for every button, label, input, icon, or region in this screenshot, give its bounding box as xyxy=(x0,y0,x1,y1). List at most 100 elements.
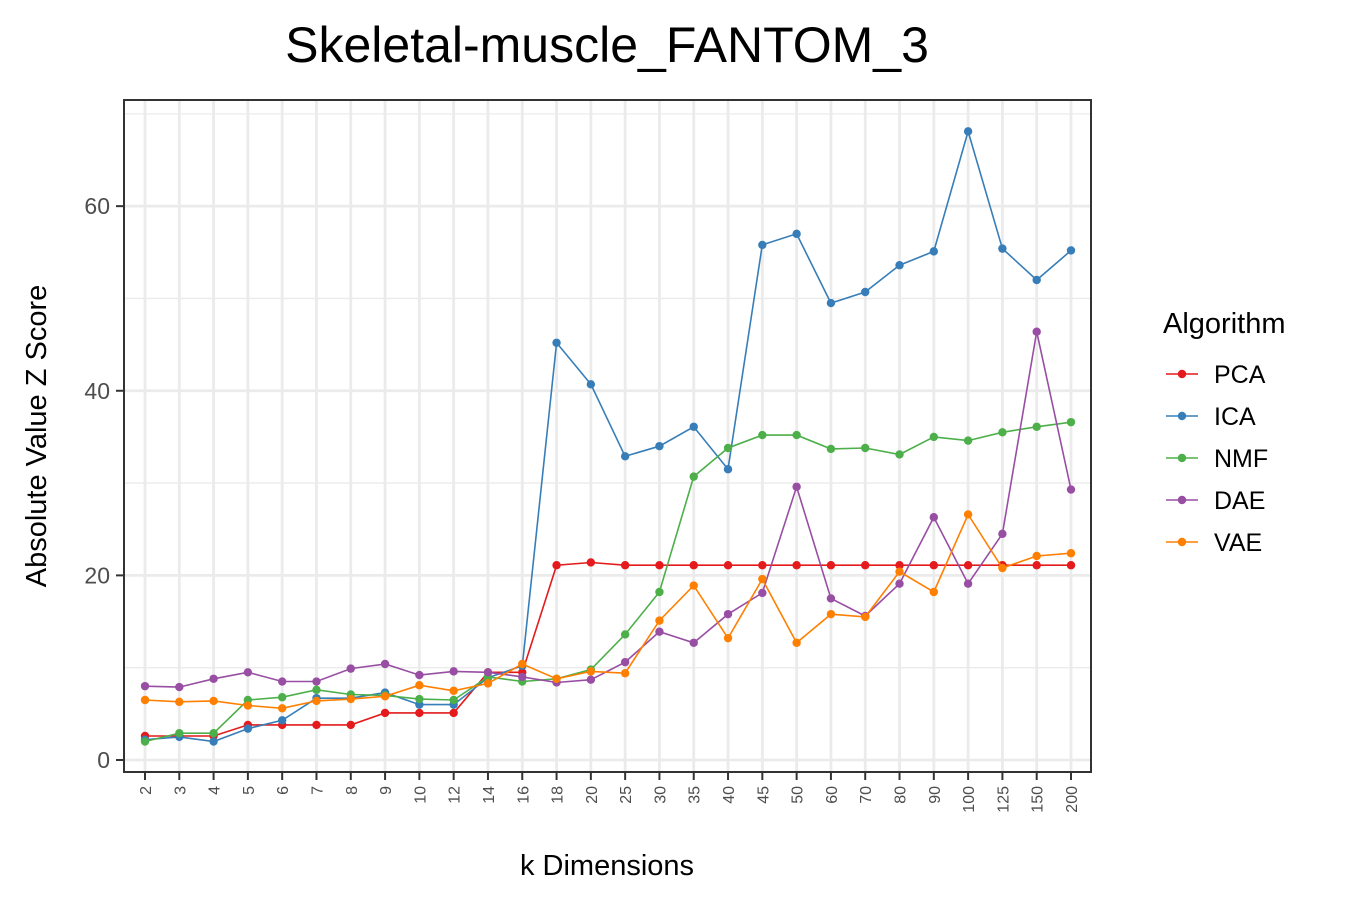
series-vae-point xyxy=(346,694,355,704)
series-vae-point xyxy=(895,567,904,576)
x-tick-label: 90 xyxy=(927,786,944,804)
series-vae-point xyxy=(586,667,596,676)
series-dae-point xyxy=(655,627,664,636)
series-vae-point xyxy=(998,563,1007,573)
y-tick-label: 0 xyxy=(97,747,110,773)
series-layer xyxy=(140,127,1076,746)
legend-dae-point xyxy=(1177,495,1187,505)
x-axis-label: k Dimensions xyxy=(520,850,694,882)
series-ica-line xyxy=(144,128,1072,743)
series-pca-point xyxy=(415,708,424,718)
x-tick-label: 80 xyxy=(893,786,910,804)
x-tick-label: 7 xyxy=(309,786,326,795)
series-dae-point xyxy=(895,579,904,588)
x-tick-label: 25 xyxy=(618,786,635,804)
series-pca-point xyxy=(758,561,767,570)
series-ica-point xyxy=(1066,246,1076,255)
series-dae-point xyxy=(140,681,150,691)
series-nmf-point xyxy=(723,443,733,453)
x-tick-label: 8 xyxy=(344,786,361,795)
x-tick-label: 200 xyxy=(1064,786,1081,813)
series-pca-line xyxy=(145,561,1071,737)
legend-title: Algorithm xyxy=(1163,308,1286,340)
x-tick-label: 12 xyxy=(447,786,464,804)
y-tick-label: 20 xyxy=(84,562,110,588)
series-ica-point xyxy=(586,380,596,389)
series-ica-point xyxy=(552,338,561,347)
series-vae-point xyxy=(620,669,630,678)
series-ica-point xyxy=(655,441,664,451)
x-tick-label: 14 xyxy=(481,786,498,804)
series-pca-point xyxy=(346,720,355,730)
series-vae-point xyxy=(655,616,664,625)
x-tick-label: 9 xyxy=(378,786,395,795)
series-vae-point xyxy=(209,696,218,706)
series-nmf-point xyxy=(209,729,218,738)
x-tick-label: 50 xyxy=(790,786,807,804)
series-ica-point xyxy=(243,724,253,733)
series-pca-point xyxy=(552,561,561,570)
series-nmf-point xyxy=(312,685,321,695)
series-pca-point xyxy=(861,561,870,570)
series-vae-point xyxy=(552,674,561,683)
x-tick-label: 45 xyxy=(755,786,772,804)
series-pca-point xyxy=(655,561,664,570)
series-ica-point xyxy=(895,261,904,270)
series-pca-point xyxy=(620,561,630,570)
series-ica-point xyxy=(963,127,973,136)
series-nmf-point xyxy=(895,450,904,459)
series-nmf-point xyxy=(277,693,287,702)
x-tick-label: 6 xyxy=(275,786,292,795)
series-pca-point xyxy=(895,561,904,570)
x-tick-label: 4 xyxy=(207,786,224,795)
y-tick-label: 40 xyxy=(84,378,110,404)
x-tick-label: 20 xyxy=(584,786,601,804)
series-vae-point xyxy=(518,659,527,669)
x-tick-label: 40 xyxy=(721,786,738,804)
series-dae-point xyxy=(380,659,390,669)
series-dae-point xyxy=(346,664,355,673)
x-tick-label: 30 xyxy=(652,786,669,804)
series-pca-point xyxy=(449,708,458,718)
series-vae-point xyxy=(929,587,939,597)
series-pca-point xyxy=(312,720,321,730)
x-tick-label: 125 xyxy=(995,786,1012,813)
series-nmf-point xyxy=(929,432,939,442)
series-dae-point xyxy=(277,677,287,686)
x-tick-label: 100 xyxy=(961,786,978,813)
y-tick-label: 60 xyxy=(84,193,110,219)
series-dae-point xyxy=(998,529,1007,539)
series-vae-point xyxy=(277,704,287,713)
series-nmf-point xyxy=(449,695,458,705)
x-tick-label: 35 xyxy=(687,786,704,804)
series-pca-point xyxy=(929,561,939,570)
series-vae-point xyxy=(826,609,836,619)
series-vae-point xyxy=(792,638,801,647)
chart-title: Skeletal-muscle_FANTOM_3 xyxy=(285,17,929,73)
series-dae-point xyxy=(518,672,527,682)
series-nmf-point xyxy=(620,630,630,639)
series-dae-point xyxy=(483,668,493,677)
legend-ica-point xyxy=(1177,411,1187,421)
series-dae-point xyxy=(620,657,630,667)
series-nmf-point xyxy=(758,430,767,440)
series-nmf-point xyxy=(1032,422,1041,431)
series-nmf-point xyxy=(1066,417,1076,427)
series-dae-point xyxy=(243,668,253,677)
x-tick-label: 10 xyxy=(412,786,429,804)
series-dae-point xyxy=(312,677,321,686)
series-ica-point xyxy=(723,465,733,474)
series-dae-point xyxy=(689,638,698,647)
legend-pca-label: PCA xyxy=(1214,361,1266,389)
series-ica-point xyxy=(929,247,939,256)
series-nmf-point xyxy=(140,737,150,746)
series-vae-point xyxy=(449,686,458,695)
series-nmf-point xyxy=(175,729,184,738)
series-ica-point xyxy=(758,240,767,250)
legend-dae-label: DAE xyxy=(1214,487,1265,515)
series-vae-point xyxy=(140,695,150,705)
series-dae-point xyxy=(209,674,218,683)
